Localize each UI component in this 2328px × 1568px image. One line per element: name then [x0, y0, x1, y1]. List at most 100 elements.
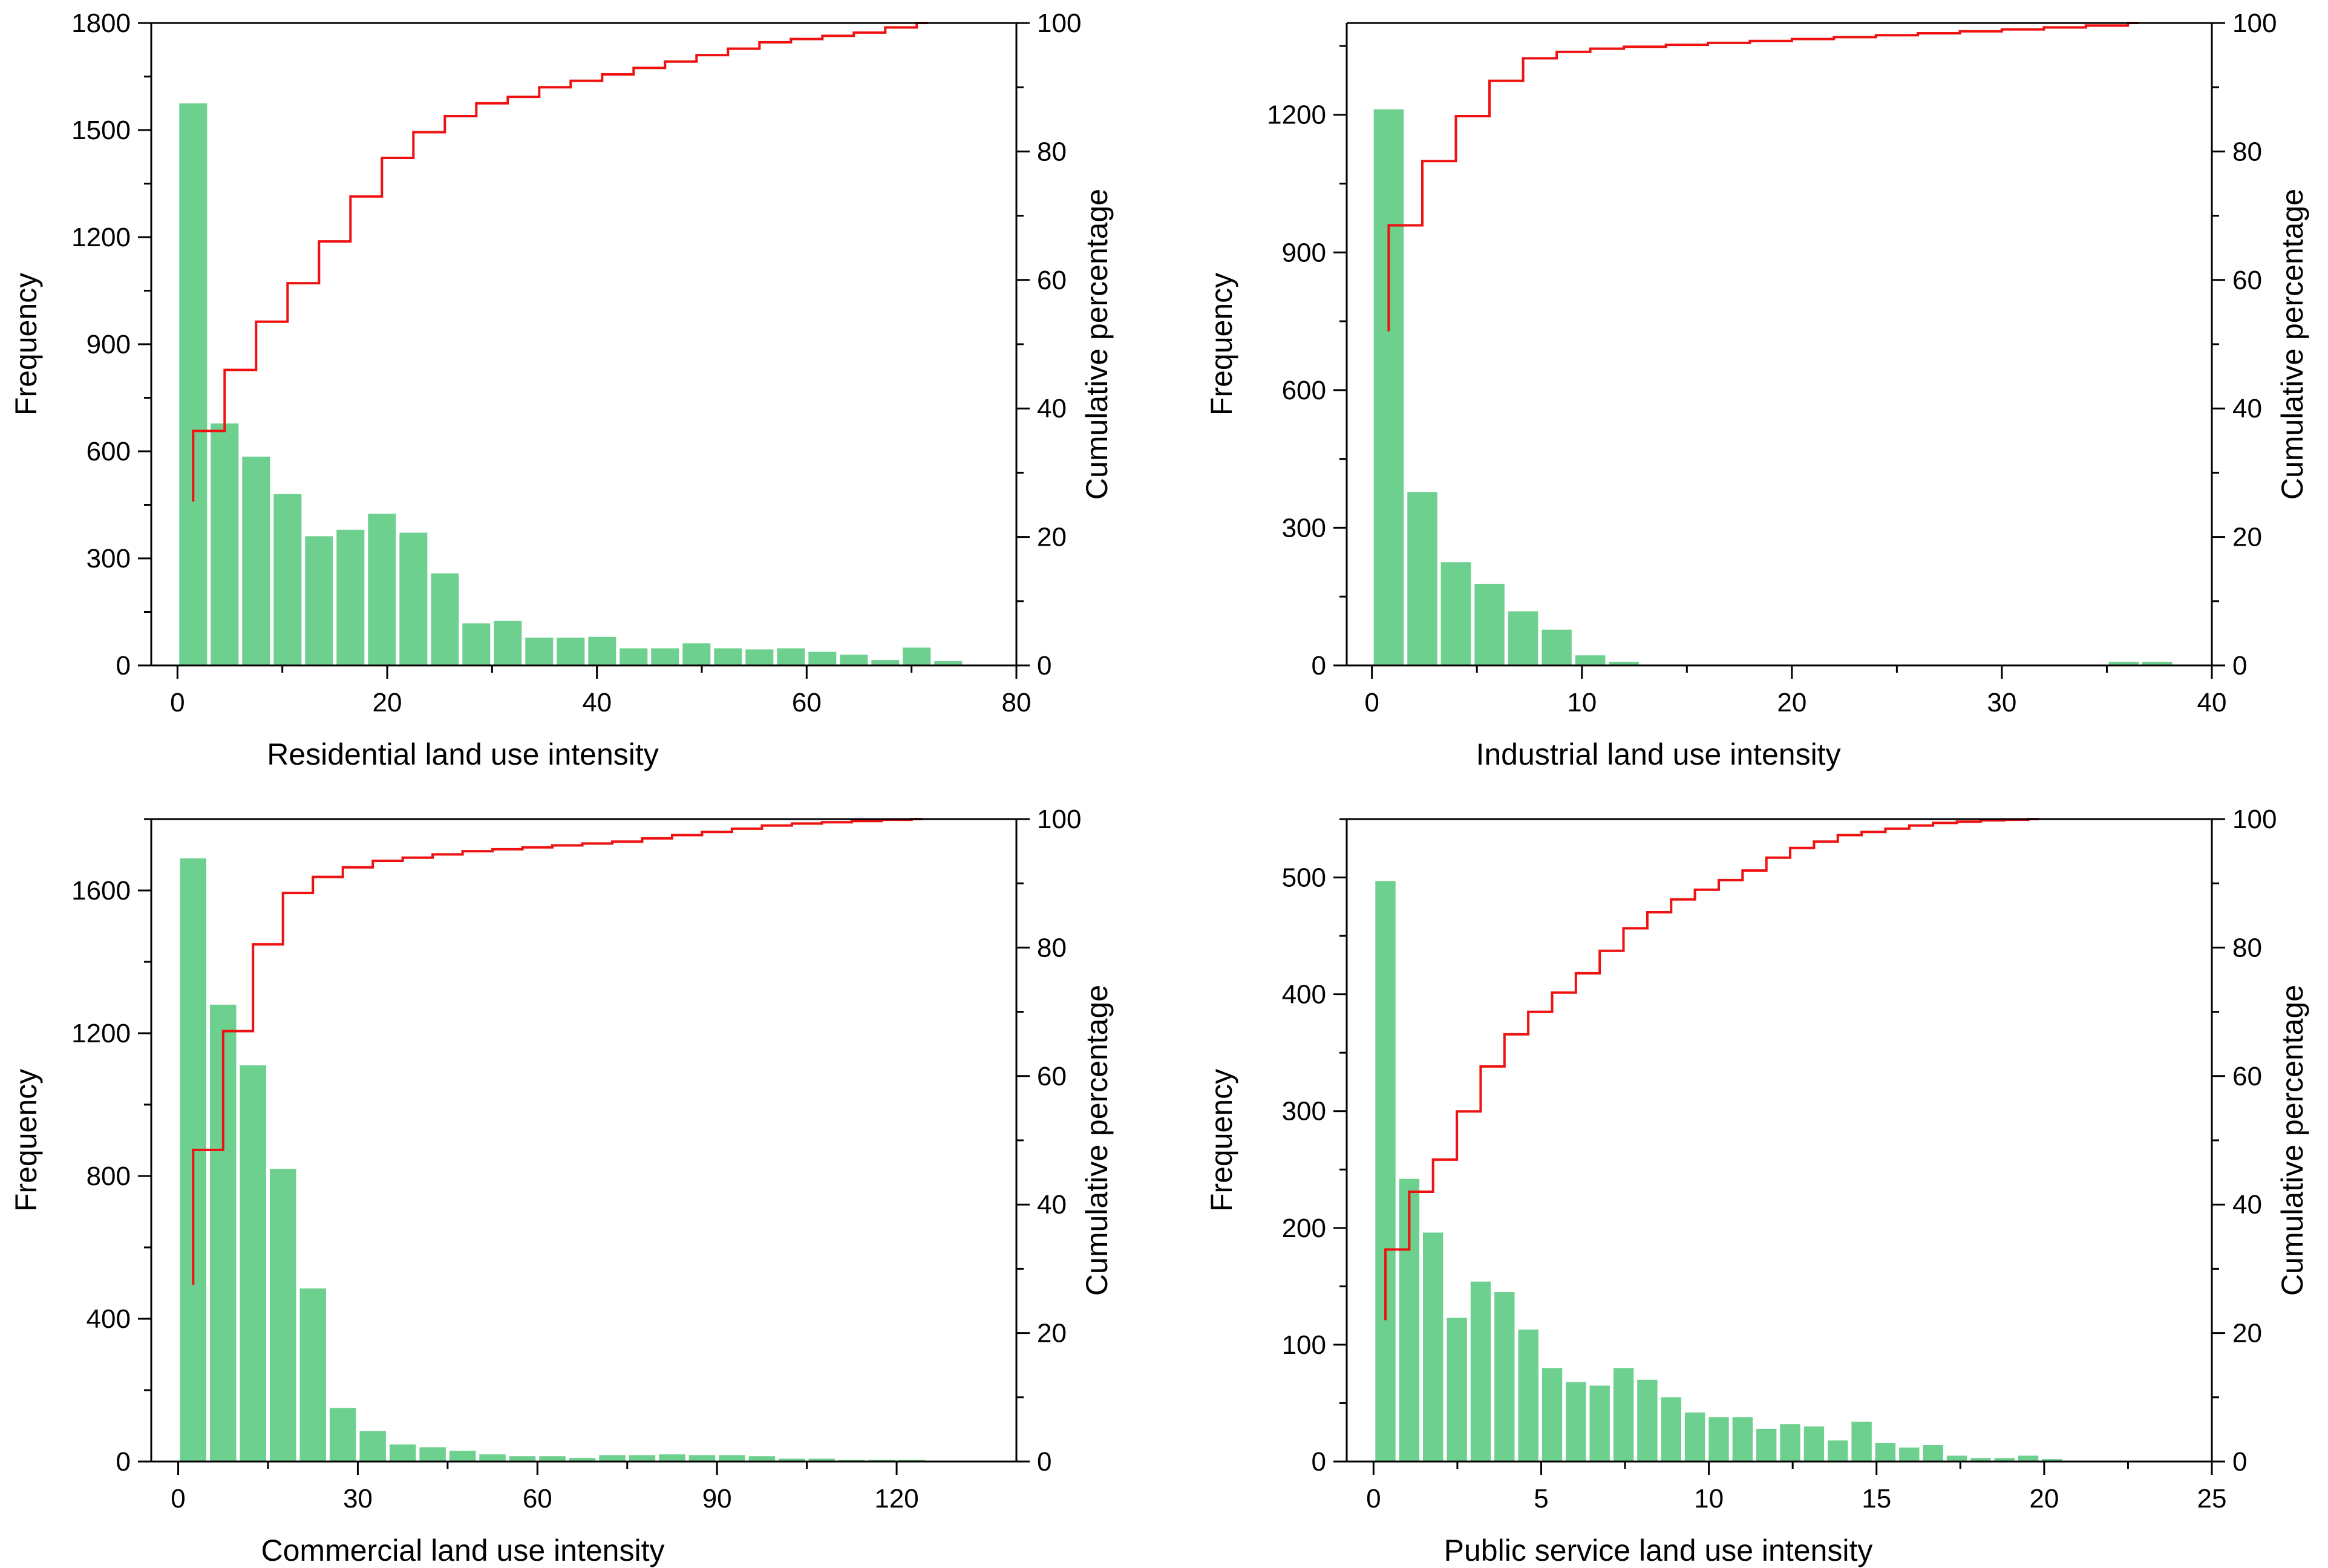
chart-panel-2: 0 10 20 30 4003006009001200020406080100Indus…	[1205, 8, 2309, 771]
histogram-bar	[399, 532, 428, 665]
y-tick-label: 1200	[1267, 100, 1326, 130]
x-tick-label: 40	[2197, 688, 2227, 717]
histogram-bar	[462, 623, 491, 665]
y2-tick-label: 40	[1037, 394, 1067, 423]
chart-panel-4: 0 5 10 15 20 250100200300400500020406080100Pu…	[1205, 805, 2309, 1567]
x-axis-title: Public service land use intensity	[1444, 1534, 1873, 1567]
histogram-bar	[270, 1169, 296, 1462]
y2-tick-label: 0	[1037, 651, 1051, 681]
y-axis-title: Frequency	[1205, 1069, 1238, 1212]
histogram-bar	[682, 643, 711, 665]
histogram-bar	[2142, 661, 2173, 665]
cumulative-percentage-line	[192, 818, 923, 1285]
histogram-bar	[1661, 1397, 1681, 1462]
y-tick-label: 100	[1282, 1330, 1326, 1360]
y2-tick-label: 20	[1037, 523, 1067, 552]
histogram-bar	[419, 1447, 446, 1462]
histogram-bar	[1407, 492, 1437, 665]
histogram-bar	[1756, 1428, 1777, 1462]
histogram-bar	[659, 1454, 685, 1462]
histogram-bar	[539, 1456, 566, 1462]
histogram-bar	[1508, 611, 1538, 665]
y-tick-label: 900	[87, 330, 131, 359]
histogram-bar	[525, 638, 554, 665]
y-tick-label: 300	[1282, 513, 1326, 543]
cumulative-percentage-line	[192, 22, 928, 502]
histogram-bar	[1609, 661, 1639, 665]
y2-tick-label: 100	[1037, 8, 1081, 38]
x-tick-label: 90	[702, 1484, 732, 1514]
histogram-bar	[903, 647, 931, 665]
histogram-bar	[494, 621, 522, 666]
y-tick-label: 1500	[71, 116, 131, 145]
histogram-bar	[1423, 1232, 1444, 1462]
histogram-bar	[1708, 1417, 1729, 1462]
histogram-bar	[336, 529, 365, 665]
y2-tick-label: 40	[2232, 1190, 2262, 1220]
histogram-bar	[1875, 1443, 1896, 1462]
histogram-bar	[1440, 562, 1471, 665]
cumulative-percentage-line	[1387, 22, 2139, 332]
y2-axis-title: Cumulative percentage	[1080, 985, 1114, 1296]
y2-tick-label: 20	[2232, 1319, 2262, 1348]
y2-tick-label: 60	[2232, 1062, 2262, 1091]
y-tick-label: 200	[1282, 1214, 1326, 1243]
x-tick-label: 0	[171, 1484, 185, 1514]
x-tick-label: 0	[1366, 1484, 1381, 1514]
y2-tick-label: 80	[2232, 933, 2262, 962]
histogram-bar	[1637, 1379, 1658, 1462]
y-tick-label: 1200	[71, 1019, 131, 1048]
histogram-bar	[329, 1408, 356, 1462]
x-tick-label: 40	[582, 688, 612, 717]
histogram-bar	[479, 1454, 506, 1462]
histogram-bar	[1899, 1447, 1920, 1462]
x-tick-label: 15	[1862, 1484, 1891, 1514]
histogram-bar	[359, 1431, 386, 1462]
y2-axis-title: Cumulative percentage	[1080, 189, 1114, 500]
x-tick-label: 20	[2029, 1484, 2059, 1514]
y-tick-label: 600	[87, 437, 131, 466]
y2-axis-title: Cumulative percentage	[2275, 985, 2309, 1296]
y-tick-label: 500	[1282, 863, 1326, 893]
histogram-bar	[557, 638, 585, 665]
y-axis-title: Frequency	[1205, 273, 1238, 416]
histogram-bar	[2108, 661, 2139, 665]
histogram-bar	[651, 648, 679, 665]
y2-tick-label: 100	[2232, 805, 2277, 834]
histogram-bar	[1780, 1424, 1800, 1462]
histogram-bar	[588, 636, 616, 665]
chart-panel-3: 0 30 60 90 120040080012001600020406080100Com…	[9, 805, 1114, 1567]
histogram-bar	[305, 536, 333, 665]
y-tick-label: 0	[116, 651, 131, 681]
y2-tick-label: 80	[1037, 933, 1067, 962]
histogram-bar	[840, 655, 868, 665]
y-tick-label: 400	[87, 1304, 131, 1334]
histogram-bar	[1518, 1329, 1538, 1462]
histogram-bar	[509, 1456, 536, 1462]
cumulative-percentage-line	[1384, 818, 2039, 1321]
histogram-bar	[1575, 655, 1606, 665]
y2-tick-label: 40	[1037, 1190, 1067, 1220]
y-axis-title: Frequency	[9, 1069, 43, 1212]
histogram-bar	[1373, 109, 1404, 666]
y-tick-label: 1200	[71, 223, 131, 252]
x-tick-label: 60	[523, 1484, 552, 1514]
histogram-bar	[714, 648, 742, 665]
histogram-bar	[389, 1444, 416, 1462]
x-tick-label: 20	[373, 688, 402, 717]
x-tick-label: 10	[1567, 688, 1597, 717]
histogram-bar	[1613, 1368, 1634, 1462]
histogram-bar	[2042, 1459, 2062, 1462]
histogram-bar	[211, 423, 239, 665]
x-axis-title: Residential land use intensity	[267, 737, 659, 771]
histogram-bar	[719, 1455, 745, 1462]
x-tick-label: 0	[170, 688, 185, 717]
histogram-bar	[1474, 584, 1505, 665]
histogram-bar	[1470, 1281, 1491, 1462]
histogram-bar	[1494, 1292, 1515, 1462]
histogram-bar	[2018, 1455, 2039, 1462]
y2-tick-label: 20	[1037, 1319, 1067, 1348]
x-tick-label: 30	[343, 1484, 373, 1514]
y-tick-label: 0	[116, 1447, 131, 1477]
histogram-bar	[629, 1455, 656, 1462]
